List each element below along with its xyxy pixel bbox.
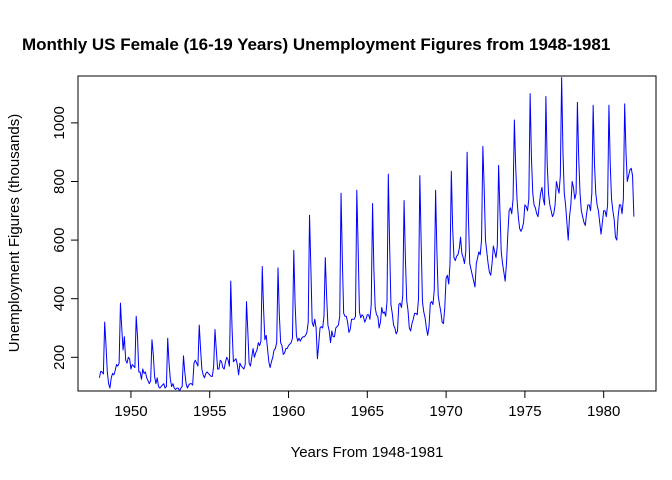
x-tick-label: 1955 (193, 403, 226, 420)
x-tick-label: 1970 (429, 403, 462, 420)
x-tick-label: 1960 (272, 403, 305, 420)
x-tick-label: 1975 (508, 403, 541, 420)
x-tick-label: 1965 (351, 403, 384, 420)
series-line-unemployment (98, 76, 635, 392)
y-tick-label: 400 (51, 286, 68, 311)
y-axis-title: Unemployment Figures (thousands) (6, 114, 23, 352)
y-tick-label: 600 (51, 228, 68, 253)
x-axis-title: Years From 1948-1981 (291, 444, 444, 461)
chart-title: Monthly US Female (16-19 Years) Unemploy… (22, 35, 610, 54)
y-tick-label: 1000 (51, 106, 68, 139)
x-tick-label: 1950 (114, 403, 147, 420)
y-axis: 200 400 600 800 1000 (51, 106, 78, 370)
x-axis: 1950 1955 1960 1965 1970 1975 1980 (114, 390, 620, 420)
x-tick-label: 1980 (587, 403, 620, 420)
y-tick-label: 200 (51, 345, 68, 370)
plot-frame (77, 75, 657, 392)
y-tick-label: 800 (51, 169, 68, 194)
